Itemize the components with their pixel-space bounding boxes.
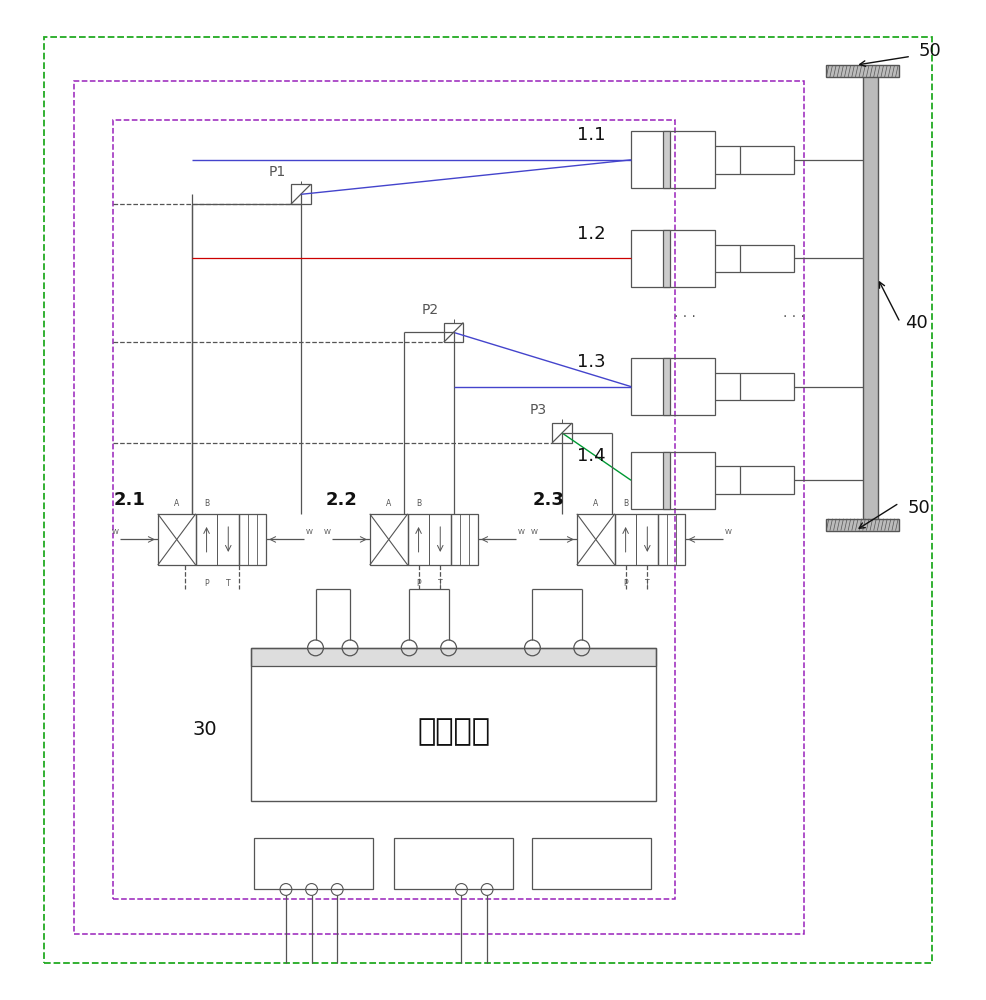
Bar [370,514,407,565]
Text: . . .: . . . [783,306,805,320]
Bar [659,514,685,565]
Text: W: W [306,529,313,535]
Bar [444,323,463,342]
Bar [663,358,670,415]
Text: P: P [416,579,421,588]
Text: T: T [645,579,650,588]
Bar [251,648,656,801]
Bar [577,514,615,565]
Text: A: A [594,499,599,508]
Text: W: W [725,529,732,535]
Bar [740,146,794,174]
Bar [552,423,572,443]
Text: B: B [416,499,421,508]
Text: W: W [323,529,330,535]
Bar [451,514,478,565]
Bar [826,65,899,77]
Bar [74,81,804,934]
Text: 2.3: 2.3 [532,491,564,509]
Bar [251,648,656,666]
Bar [615,514,659,565]
Text: W: W [111,529,118,535]
Text: 30: 30 [192,720,217,739]
Bar [863,71,878,525]
Bar [663,452,670,509]
Text: T: T [226,579,231,588]
Bar [113,120,675,899]
Bar [532,838,651,889]
Text: 50: 50 [919,42,942,60]
Bar [631,358,715,415]
Bar [158,514,195,565]
Bar [631,230,715,287]
Text: 2.2: 2.2 [325,491,357,509]
Text: A: A [175,499,179,508]
Bar [740,245,794,272]
Bar [740,466,794,494]
Bar [254,838,373,889]
Text: 40: 40 [905,314,928,332]
Bar [631,131,715,188]
Bar [826,519,899,531]
Text: T: T [438,579,443,588]
Bar [195,514,240,565]
Text: . . .: . . . [674,306,696,320]
Text: W: W [518,529,525,535]
Text: 1.3: 1.3 [577,353,605,371]
Bar [407,514,451,565]
Text: 2.1: 2.1 [113,491,145,509]
Text: 50: 50 [907,499,930,517]
Text: B: B [623,499,628,508]
Bar [394,838,513,889]
Text: P1: P1 [269,165,286,179]
Text: 1.1: 1.1 [577,126,605,144]
Text: B: B [204,499,209,508]
Bar [663,131,670,188]
Text: 控制单元: 控制单元 [417,717,490,746]
Text: 1.4: 1.4 [577,447,605,465]
Text: P2: P2 [422,303,439,317]
Text: 1.2: 1.2 [577,225,605,243]
Bar [740,373,794,400]
Text: P: P [623,579,628,588]
Text: P: P [204,579,209,588]
Bar [631,452,715,509]
Text: P3: P3 [530,403,547,417]
Text: A: A [387,499,391,508]
Bar [291,184,311,204]
Text: W: W [530,529,537,535]
Bar [240,514,266,565]
Bar [663,230,670,287]
